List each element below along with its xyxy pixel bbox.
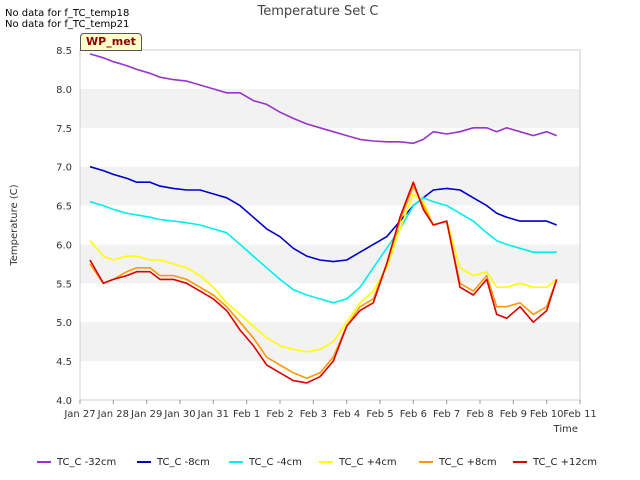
legend-label: TC_C -8cm — [157, 456, 210, 468]
series-line-6 — [89, 181, 558, 384]
no-data-message-1: No data for f_TC_temp18 — [5, 8, 130, 19]
x-tick-label: Jan 27 — [63, 409, 95, 420]
legend-swatch — [137, 461, 151, 463]
x-tick-label: Feb 5 — [366, 409, 393, 420]
series-line-1 — [89, 53, 557, 145]
chart-title: Temperature Set C — [257, 4, 379, 19]
legend-item: TC_C +12cm — [513, 454, 597, 470]
y-tick-label: 7.5 — [56, 124, 72, 135]
legend: TC_C -32cm TC_C -8cm TC_C -4cm TC_C +4cm TC_… — [0, 454, 640, 470]
series-line-5 — [89, 185, 558, 380]
plot-area — [79, 49, 581, 401]
y-axis: 4.0 4.5 5.0 5.5 6.0 6.5 7.0 7.5 8.0 8.5 — [56, 46, 72, 407]
legend-swatch — [513, 461, 527, 463]
y-tick-label: 4.0 — [56, 396, 72, 407]
x-tick-label: Feb 6 — [400, 409, 427, 420]
grid-band — [80, 166, 580, 206]
grid-band — [80, 322, 580, 362]
grid-band — [80, 283, 580, 323]
no-data-message-2: No data for f_TC_temp21 — [5, 19, 130, 30]
series-line-4 — [89, 193, 558, 353]
x-tick-label: Feb 1 — [233, 409, 260, 420]
series-line-3 — [89, 197, 557, 304]
y-tick-label: 8.0 — [56, 85, 72, 96]
y-tick-label: 7.0 — [56, 163, 72, 174]
y-tick-label: 8.5 — [56, 46, 72, 57]
legend-label: TC_C +8cm — [439, 456, 497, 468]
background-bands — [80, 50, 580, 400]
site-badge: WP_met — [80, 33, 142, 51]
x-tick-label: Feb 9 — [500, 409, 527, 420]
y-tick-label: 5.5 — [56, 279, 72, 290]
grid-band — [80, 205, 580, 245]
grid-band — [80, 88, 580, 128]
legend-swatch — [229, 461, 243, 463]
x-tick-label: Feb 2 — [266, 409, 293, 420]
grid-band — [80, 361, 580, 400]
grid-band — [80, 50, 580, 89]
legend-label: TC_C +4cm — [339, 456, 397, 468]
legend-item: TC_C +4cm — [319, 454, 397, 470]
x-tick-label: Feb 8 — [466, 409, 493, 420]
legend-label: TC_C +12cm — [533, 456, 598, 468]
y-tick-label: 6.5 — [56, 202, 72, 213]
series-line-2 — [89, 165, 557, 263]
x-tick-label: Jan 29 — [130, 409, 162, 420]
x-tick-label: Feb 11 — [563, 409, 597, 420]
x-tick-label: Feb 7 — [433, 409, 460, 420]
x-tick-label: Feb 3 — [300, 409, 327, 420]
y-tick-label: 4.5 — [56, 357, 72, 368]
legend-swatch — [419, 461, 433, 463]
legend-label: TC_C -32cm — [57, 456, 117, 468]
legend-item: TC_C -8cm — [137, 454, 210, 470]
x-tick-label: Feb 4 — [333, 409, 360, 420]
x-tick-label: Jan 31 — [197, 409, 229, 420]
series-group — [89, 53, 558, 384]
grid-band — [80, 244, 580, 284]
x-axis-label: Time — [553, 424, 578, 435]
x-axis: Jan 27 Jan 28 Jan 29 Jan 30 Jan 31 Feb 1 Feb 2… — [63, 400, 597, 420]
y-axis-label: Temperature (C) — [9, 184, 20, 266]
legend-item: TC_C -32cm — [37, 454, 116, 470]
y-tick-label: 5.0 — [56, 318, 72, 329]
grid-band — [80, 127, 580, 167]
x-tick-label: Jan 30 — [163, 409, 195, 420]
legend-item: TC_C +8cm — [419, 454, 497, 470]
x-tick-label: Jan 28 — [97, 409, 129, 420]
legend-item: TC_C -4cm — [229, 454, 302, 470]
legend-swatch — [319, 461, 333, 463]
legend-label: TC_C -4cm — [249, 456, 302, 468]
x-tick-label: Feb 10 — [530, 409, 564, 420]
y-tick-label: 6.0 — [56, 240, 72, 251]
legend-swatch — [37, 461, 51, 463]
